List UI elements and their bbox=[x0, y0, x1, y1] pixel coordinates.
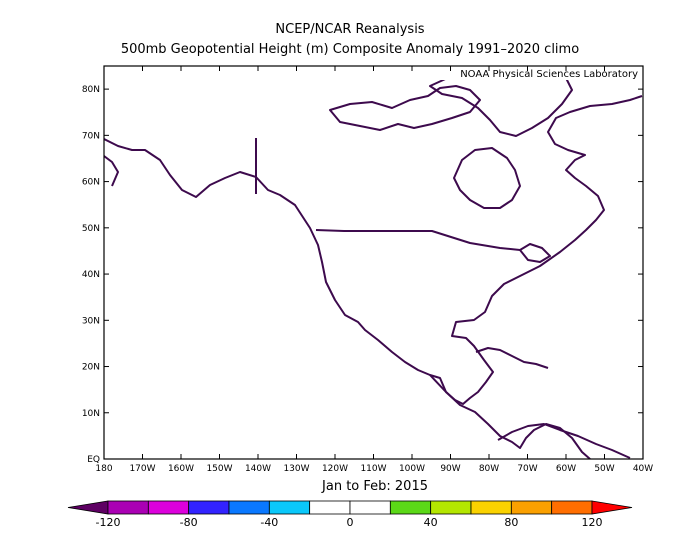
colorbar: -120 -80 -40 0 40 80 120 bbox=[67, 500, 633, 529]
colorbar-arrow-right bbox=[591, 500, 633, 515]
lon-tick-label: 120W bbox=[322, 464, 348, 474]
lon-tick-label: 140W bbox=[245, 464, 271, 474]
lon-tick-label: 90W bbox=[440, 464, 460, 474]
colorbar-segment bbox=[228, 500, 270, 515]
credit-box bbox=[430, 66, 643, 80]
colorbar-segment bbox=[470, 500, 512, 515]
colorbar-segment bbox=[349, 500, 391, 515]
lat-tick-label: 10N bbox=[82, 409, 100, 419]
hudson-bay bbox=[453, 147, 521, 209]
map-title: NCEP/NCAR Reanalysis bbox=[275, 22, 425, 37]
lat-tick-label: 80N bbox=[82, 85, 100, 95]
siberia-coast bbox=[104, 155, 119, 187]
colorbar-label: -80 bbox=[180, 516, 198, 529]
colorbar-segment bbox=[430, 500, 472, 515]
credit-label: NOAA Physical Sciences Laboratory bbox=[460, 69, 638, 80]
lon-tick-label: 50W bbox=[594, 464, 614, 474]
south-america-coast bbox=[497, 423, 631, 459]
colorbar-label: -40 bbox=[260, 516, 278, 529]
lat-tick-label: 30N bbox=[82, 316, 100, 326]
cuba-hispaniola bbox=[475, 347, 549, 369]
lat-tick-label: 50N bbox=[82, 224, 100, 234]
lat-tick-label: 70N bbox=[82, 131, 100, 141]
map-subtitle: 500mb Geopotential Height (m) Composite … bbox=[120, 42, 580, 57]
lon-tick-label: 130W bbox=[283, 464, 309, 474]
colorbar-label: -120 bbox=[96, 516, 121, 529]
lon-tick-label: 80W bbox=[479, 464, 499, 474]
colorbar-segment bbox=[268, 500, 311, 515]
central-america bbox=[429, 374, 591, 459]
great-lakes bbox=[519, 243, 551, 263]
colorbar-segment bbox=[147, 500, 190, 515]
lon-tick-label: 40W bbox=[633, 464, 653, 474]
lon-tick-label: 60W bbox=[556, 464, 576, 474]
lat-tick-label: 60N bbox=[82, 178, 100, 188]
lon-tick-label: 160W bbox=[168, 464, 194, 474]
axis-ticks: 180 170W 160W 150W 140W 130W 120W 110W 100W 90W 80… bbox=[82, 66, 653, 474]
lat-tick-label: 20N bbox=[82, 363, 100, 373]
lon-tick-label: 180 bbox=[95, 464, 112, 474]
colorbar-label: 0 bbox=[347, 516, 354, 529]
colorbar-segment bbox=[510, 500, 553, 515]
colorbar-label: 40 bbox=[424, 516, 438, 529]
lon-tick-label: 150W bbox=[206, 464, 232, 474]
lat-tick-label: EQ bbox=[87, 455, 100, 465]
colorbar-segment bbox=[551, 500, 593, 515]
lon-tick-label: 70W bbox=[517, 464, 537, 474]
lat-tick-label: 40N bbox=[82, 270, 100, 280]
arctic-islands bbox=[329, 85, 481, 131]
colorbar-label: 80 bbox=[504, 516, 518, 529]
contour-level bbox=[104, 234, 239, 360]
colorbar-segment bbox=[188, 500, 230, 515]
colorbar-segment bbox=[309, 500, 351, 515]
us-canada-border bbox=[315, 229, 521, 251]
period-label: Jan to Feb: 2015 bbox=[322, 479, 428, 494]
contour-level bbox=[231, 130, 408, 344]
colorbar-arrow-left bbox=[67, 500, 109, 515]
colorbar-segment bbox=[389, 500, 432, 515]
lon-tick-label: 100W bbox=[399, 464, 425, 474]
colorbar-segment bbox=[107, 500, 149, 515]
lon-tick-label: 170W bbox=[129, 464, 155, 474]
contour-level bbox=[569, 188, 643, 332]
colorbar-label: 120 bbox=[582, 516, 603, 529]
lon-tick-label: 110W bbox=[360, 464, 386, 474]
